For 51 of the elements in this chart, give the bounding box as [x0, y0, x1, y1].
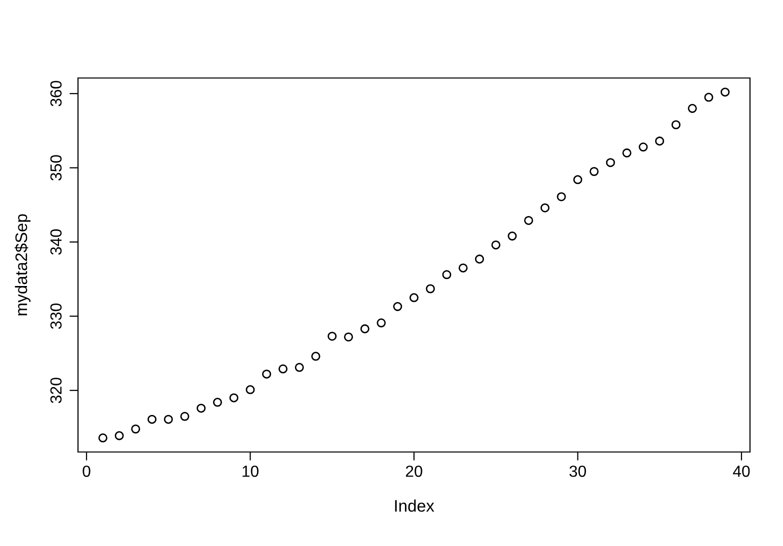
point: [278, 364, 288, 374]
point: [409, 293, 419, 302]
y-axis-title: mydata2$Sep: [14, 214, 30, 316]
x-tick-label: 40: [732, 466, 750, 477]
y-tick-label: 350: [50, 155, 62, 181]
point: [524, 216, 534, 225]
point: [376, 318, 386, 328]
point: [671, 120, 681, 130]
point: [344, 332, 354, 342]
point: [294, 362, 304, 372]
x-tick-label: 30: [569, 466, 586, 477]
point: [442, 270, 452, 280]
point: [114, 431, 124, 440]
point: [229, 393, 238, 402]
point: [688, 104, 697, 113]
point: [606, 158, 616, 168]
point: [508, 232, 517, 241]
y-tick-label: 340: [50, 229, 62, 255]
x-tick-label: 20: [406, 466, 422, 477]
point: [262, 370, 272, 379]
point: [458, 263, 468, 272]
x-axis-title: Index: [395, 500, 434, 512]
point: [622, 148, 632, 158]
point: [131, 424, 140, 434]
point: [98, 433, 108, 442]
y-tick-label: 360: [50, 80, 62, 106]
point: [147, 414, 157, 424]
point: [196, 404, 206, 413]
point: [720, 88, 730, 97]
point: [212, 398, 222, 407]
point: [246, 385, 255, 394]
point: [164, 414, 173, 424]
point: [655, 136, 664, 146]
point: [180, 412, 190, 421]
x-tick-label: 10: [242, 466, 259, 477]
point: [328, 332, 337, 341]
x-tick-label: 0: [82, 466, 90, 477]
point: [590, 166, 599, 176]
point: [426, 284, 435, 294]
y-tick-label: 320: [50, 378, 62, 404]
point: [393, 302, 402, 312]
point: [360, 324, 370, 334]
point: [491, 240, 500, 250]
point: [704, 92, 714, 102]
point: [573, 175, 582, 184]
point: [540, 203, 550, 212]
point: [474, 254, 484, 264]
y-tick-label: 330: [50, 304, 62, 329]
point: [311, 352, 320, 361]
point: [638, 142, 648, 152]
point: [556, 192, 566, 202]
